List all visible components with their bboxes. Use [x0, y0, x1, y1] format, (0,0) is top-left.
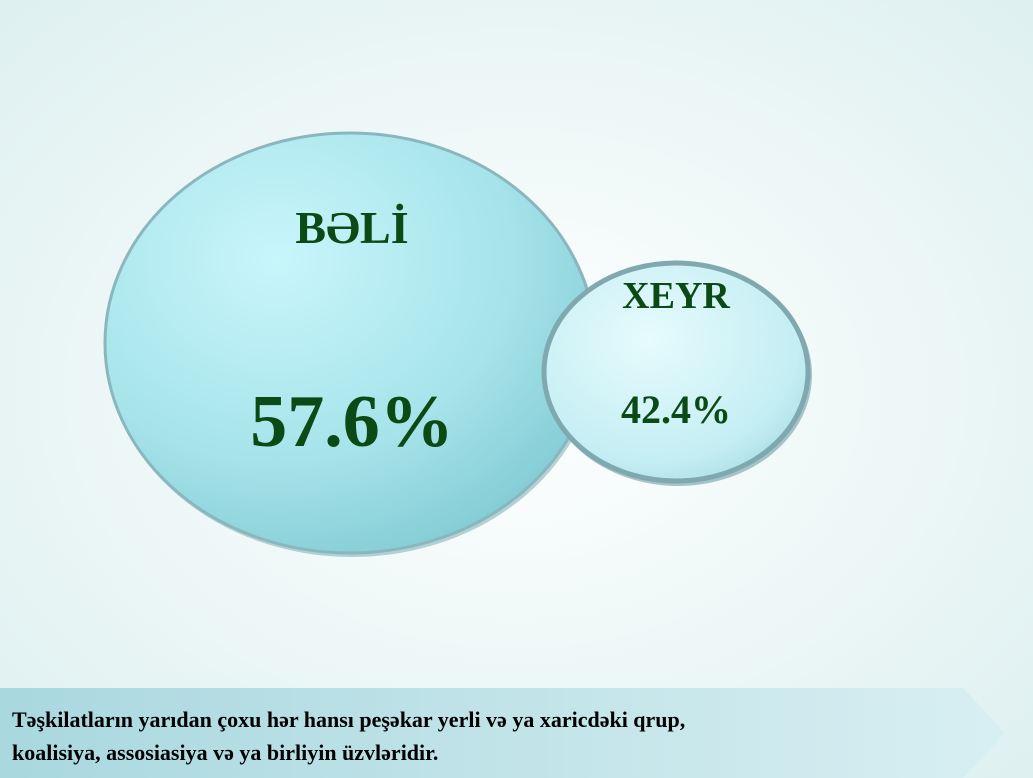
bubble-label: BƏLİ [295, 202, 408, 253]
bubble-value: 57.6% [250, 381, 454, 463]
caption-line: Təşkilatların yarıdan çoxu hər hansı peş… [12, 707, 685, 732]
caption-line: koalisiya, assosiasiya və ya birliyin üz… [12, 740, 438, 765]
caption-banner [0, 688, 1005, 778]
bubble-value: 42.4% [621, 387, 731, 432]
bubble-label: XEYR [622, 275, 730, 317]
bubble [103, 131, 597, 555]
bubble [541, 260, 811, 484]
